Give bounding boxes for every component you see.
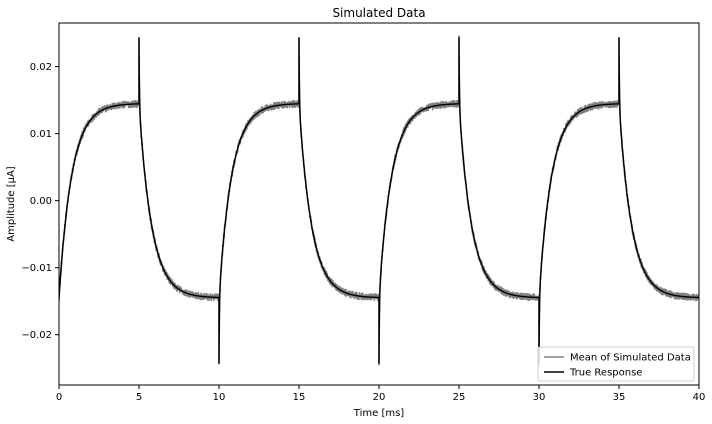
legend-box	[537, 346, 695, 382]
y-tick-label: −0.01	[21, 263, 52, 274]
legend-label: True Response	[569, 368, 642, 379]
x-tick-label: 20	[373, 392, 386, 403]
legend-label: Mean of Simulated Data	[570, 353, 691, 364]
chart-title: Simulated Data	[332, 6, 425, 20]
plot-area	[58, 22, 700, 386]
series-layer	[59, 35, 699, 368]
y-tick-label: −0.02	[21, 330, 52, 341]
series-line-true-response	[59, 37, 699, 365]
y-tick-label: 0.00	[30, 196, 52, 207]
x-tick-label: 35	[613, 392, 626, 403]
y-tick-label: 0.02	[30, 62, 52, 73]
x-tick-label: 30	[533, 392, 546, 403]
x-tick-label: 10	[213, 392, 226, 403]
x-axis-title: Time [ms]	[353, 408, 405, 419]
y-axis: −0.02 −0.01 0.00 0.01 0.02	[21, 62, 59, 341]
y-tick-label: 0.01	[30, 129, 52, 140]
legend: Mean of Simulated Data True Response	[537, 346, 695, 382]
x-tick-label: 5	[136, 392, 142, 403]
x-tick-label: 0	[56, 392, 62, 403]
x-tick-label: 40	[693, 392, 706, 403]
x-tick-label: 25	[453, 392, 466, 403]
x-tick-label: 15	[293, 392, 306, 403]
x-axis: 0 5 10 15 20 25 30 35 40	[56, 385, 706, 403]
y-axis-title: Amplitude [μA]	[6, 166, 17, 242]
